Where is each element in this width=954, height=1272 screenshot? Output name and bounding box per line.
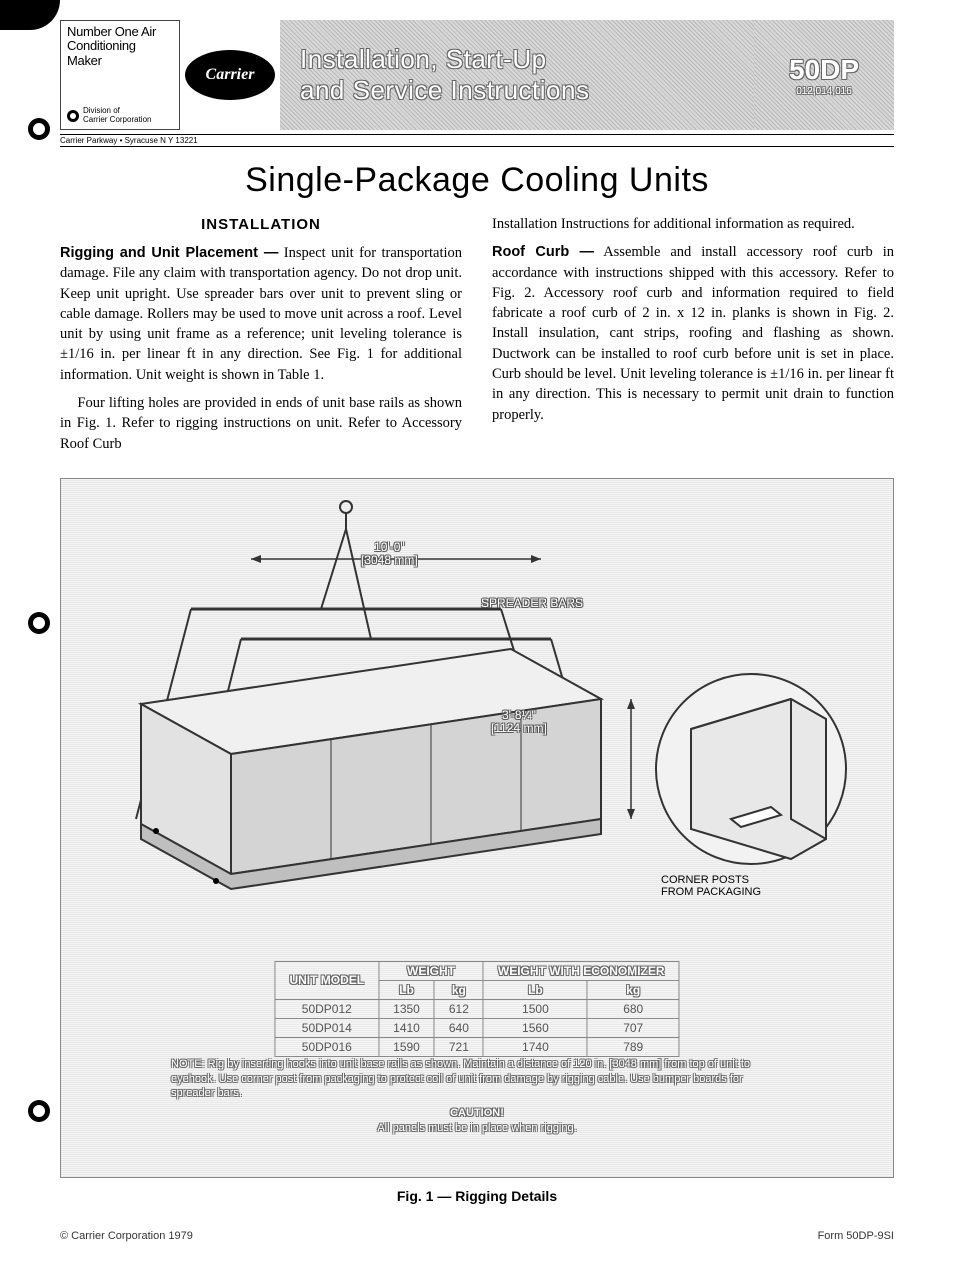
width-dimension: 10'-0" [3048 mm] bbox=[361, 541, 418, 567]
carrier-logo: Carrier bbox=[180, 20, 280, 130]
division-dot-icon bbox=[67, 110, 79, 122]
cell-model: 50DP016 bbox=[275, 1037, 379, 1056]
page-title: Single-Package Cooling Units bbox=[60, 161, 894, 200]
cell: 789 bbox=[587, 1037, 679, 1056]
cell: 1410 bbox=[379, 1018, 435, 1037]
rigging-diagram bbox=[71, 489, 871, 929]
page-footer: © Carrier Corporation 1979 Form 50DP-9SI bbox=[60, 1230, 894, 1242]
caution-body: All panels must be in place when rigging… bbox=[377, 1122, 576, 1134]
tagline: Number One Air Conditioning Maker bbox=[67, 25, 173, 68]
banner-line-2: and Service Instructions bbox=[300, 75, 589, 105]
copyright: © Carrier Corporation 1979 bbox=[60, 1230, 193, 1242]
cell: 1590 bbox=[379, 1037, 435, 1056]
table-row: 50DP014 1410 640 1560 707 bbox=[275, 1018, 679, 1037]
th-weight-econ: WEIGHT WITH ECONOMIZER bbox=[483, 961, 679, 980]
cell: 680 bbox=[587, 999, 679, 1018]
para-rigging-2: Four lifting holes are provided in ends … bbox=[60, 393, 462, 454]
weight-table: UNIT MODEL WEIGHT WEIGHT WITH ECONOMIZER… bbox=[274, 961, 679, 1057]
th-weight: WEIGHT bbox=[379, 961, 484, 980]
roofcurb-body: Assemble and install accessory roof curb… bbox=[492, 244, 894, 422]
section-heading: INSTALLATION bbox=[60, 214, 462, 235]
runin-roofcurb: Roof Curb — bbox=[492, 244, 594, 260]
banner-title: Installation, Start-Up and Service Instr… bbox=[280, 20, 754, 130]
model-box: 50DP 012,014,016 bbox=[754, 20, 894, 130]
form-number: Form 50DP-9SI bbox=[818, 1230, 894, 1242]
figure-1: 10'-0" [3048 mm] SPREADER BARS 3'-8¼" [1… bbox=[60, 478, 894, 1178]
punch-hole bbox=[28, 612, 50, 634]
corner-l2: FROM PACKAGING bbox=[661, 886, 761, 898]
corner-l1: CORNER POSTS bbox=[661, 874, 749, 886]
th-lb-2: Lb bbox=[483, 980, 587, 999]
cell: 612 bbox=[434, 999, 483, 1018]
spreader-bars-label: SPREADER BARS bbox=[481, 597, 583, 610]
carrier-oval-icon: Carrier bbox=[185, 50, 275, 100]
cell: 1740 bbox=[483, 1037, 587, 1056]
banner-line-1: Installation, Start-Up bbox=[300, 44, 547, 74]
figure-note: NOTE: Rig by inserting hooks into unit b… bbox=[171, 1057, 783, 1134]
punch-hole bbox=[28, 118, 50, 140]
height-ftin: 3'-8¼" bbox=[502, 708, 536, 722]
th-lb: Lb bbox=[379, 980, 435, 999]
division-line: Division of Carrier Corporation bbox=[67, 107, 173, 125]
division-text-1: Division of bbox=[83, 106, 120, 115]
cell-model: 50DP012 bbox=[275, 999, 379, 1018]
model-sizes: 012,014,016 bbox=[796, 86, 852, 97]
header-tagline-box: Number One Air Conditioning Maker Divisi… bbox=[60, 20, 180, 130]
cell: 640 bbox=[434, 1018, 483, 1037]
caution-block: CAUTION! All panels must be in place whe… bbox=[171, 1106, 783, 1135]
division-text-2: Carrier Corporation bbox=[83, 115, 151, 124]
th-kg-2: kg bbox=[587, 980, 679, 999]
runin-rigging: Rigging and Unit Placement — bbox=[60, 245, 278, 261]
address-line: Carrier Parkway • Syracuse N Y 13221 bbox=[60, 134, 894, 147]
cell: 1350 bbox=[379, 999, 435, 1018]
binder-tab bbox=[0, 0, 60, 30]
height-mm: [1124 mm] bbox=[491, 721, 547, 735]
corner-post-label: CORNER POSTS FROM PACKAGING bbox=[661, 874, 821, 898]
cell: 721 bbox=[434, 1037, 483, 1056]
document-header: Number One Air Conditioning Maker Divisi… bbox=[60, 20, 894, 130]
caution-head: CAUTION! bbox=[450, 1107, 504, 1119]
th-model: UNIT MODEL bbox=[275, 961, 379, 999]
rigging-body: Inspect unit for transportation damage. … bbox=[60, 245, 462, 383]
para-rigging: Rigging and Unit Placement — Inspect uni… bbox=[60, 243, 462, 385]
table-row: 50DP016 1590 721 1740 789 bbox=[275, 1037, 679, 1056]
th-kg: kg bbox=[434, 980, 483, 999]
column-left: INSTALLATION Rigging and Unit Placement … bbox=[60, 214, 462, 462]
width-ftin: 10'-0" bbox=[374, 540, 405, 554]
punch-hole bbox=[28, 1100, 50, 1122]
note-text: NOTE: Rig by inserting hooks into unit b… bbox=[171, 1058, 750, 1099]
body-columns: INSTALLATION Rigging and Unit Placement … bbox=[60, 214, 894, 462]
para-col2-top: Installation Instructions for additional… bbox=[492, 214, 894, 234]
height-dimension: 3'-8¼" [1124 mm] bbox=[491, 709, 547, 735]
cell: 707 bbox=[587, 1018, 679, 1037]
figure-caption: Fig. 1 — Rigging Details bbox=[60, 1188, 894, 1204]
width-mm: [3048 mm] bbox=[361, 553, 418, 567]
model-number: 50DP bbox=[789, 54, 859, 86]
cell-model: 50DP014 bbox=[275, 1018, 379, 1037]
column-right: Installation Instructions for additional… bbox=[492, 214, 894, 462]
para-roofcurb: Roof Curb — Assemble and install accesso… bbox=[492, 242, 894, 425]
table-row: 50DP012 1350 612 1500 680 bbox=[275, 999, 679, 1018]
cell: 1560 bbox=[483, 1018, 587, 1037]
cell: 1500 bbox=[483, 999, 587, 1018]
